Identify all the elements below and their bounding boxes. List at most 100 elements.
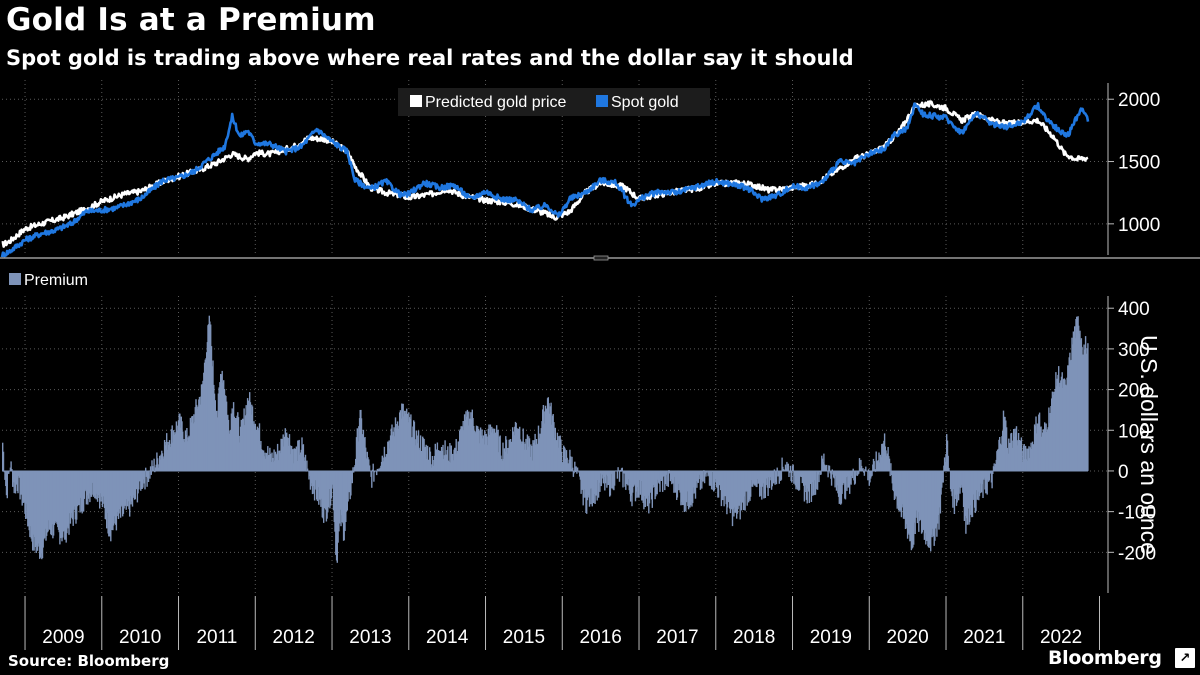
x-tick-label: 2011	[196, 627, 237, 648]
premium-bar	[370, 470, 372, 477]
premium-bar	[449, 462, 452, 471]
bottom-legend: Premium	[9, 272, 88, 289]
premium-bar	[828, 465, 831, 471]
premium-bar	[867, 470, 869, 481]
premium-bar	[344, 470, 346, 531]
premium-bar	[834, 470, 836, 488]
premium-bar	[947, 455, 949, 471]
premium-bar	[69, 470, 72, 524]
premium-bar	[3, 470, 5, 473]
premium-bar	[410, 437, 413, 471]
premium-bar	[26, 470, 28, 519]
premium-bar	[1085, 353, 1088, 471]
premium-bar	[860, 459, 862, 471]
premium-bar	[798, 470, 801, 490]
premium-bar	[602, 470, 605, 484]
premium-bar	[1048, 407, 1050, 471]
premium-bar	[320, 470, 323, 499]
premium-bar	[442, 444, 444, 471]
premium-bar	[156, 458, 159, 471]
premium-bar	[8, 470, 10, 474]
bloomberg-logo: Bloomberg	[1048, 647, 1162, 669]
premium-bar	[372, 463, 374, 471]
premium-bar	[621, 467, 623, 471]
bottom-y-tick-label: 200	[1118, 381, 1150, 402]
premium-bar	[773, 470, 775, 484]
premium-bar	[353, 470, 355, 473]
premium-bar	[334, 470, 336, 532]
premium-bar	[999, 443, 1002, 471]
premium-bar	[965, 470, 967, 534]
premium-bar	[380, 461, 383, 471]
premium-bar	[874, 469, 876, 471]
top-legend-box	[398, 88, 710, 116]
premium-bar	[611, 470, 613, 489]
bottom-y-tick-label: 100	[1118, 421, 1150, 442]
bloomberg-badge-icon: ↗	[1175, 648, 1195, 668]
premium-bar	[703, 470, 706, 484]
premium-bar	[176, 425, 178, 471]
premium-bar	[368, 459, 370, 471]
premium-bar	[304, 454, 307, 471]
premium-bar	[350, 470, 352, 496]
premium-bar	[425, 444, 427, 471]
premium-bar	[962, 470, 965, 507]
premium-bar	[219, 382, 221, 471]
premium-bar	[283, 436, 286, 471]
premium-bar	[183, 439, 185, 471]
premium-bar	[878, 452, 880, 471]
premium-bar	[854, 470, 856, 484]
premium-bar	[946, 440, 949, 471]
premium-bar	[368, 465, 371, 471]
premium-bar	[775, 470, 778, 485]
premium-bar	[230, 413, 233, 471]
premium-bar	[215, 411, 217, 471]
premium-bar	[345, 470, 348, 512]
premium-bar	[1005, 420, 1007, 471]
premium-bar	[651, 470, 653, 508]
premium-bar	[389, 435, 392, 471]
premium-bar	[851, 470, 854, 479]
premium-bar	[151, 460, 153, 471]
premium-bar	[701, 470, 703, 489]
source-note: Source: Bloomberg	[8, 652, 170, 670]
premium-bar	[574, 461, 576, 471]
premium-bar	[463, 414, 466, 471]
premium-bar	[85, 470, 88, 505]
premium-bar	[376, 470, 378, 476]
premium-bar	[852, 468, 854, 471]
x-tick-label: 2018	[733, 627, 775, 648]
premium-bar	[1004, 416, 1006, 471]
premium-bar	[160, 454, 162, 471]
premium-bar	[433, 455, 436, 471]
premium-bar	[103, 470, 105, 504]
premium-bar	[326, 470, 328, 519]
premium-bar	[149, 466, 152, 471]
premium-bar	[639, 470, 642, 495]
premium-bar	[133, 470, 136, 500]
premium-bar	[913, 470, 915, 545]
chart-title: Gold Is at a Premium	[6, 2, 376, 38]
premium-bar	[619, 469, 621, 471]
premium-bar	[818, 470, 820, 483]
premium-bar	[361, 434, 363, 471]
premium-bar	[782, 469, 785, 471]
premium-bar	[337, 470, 339, 543]
premium-bar	[847, 470, 849, 488]
premium-bar	[606, 470, 608, 488]
premium-bar	[1041, 436, 1043, 471]
x-tick-label: 2019	[810, 627, 852, 648]
premium-bar	[419, 435, 422, 471]
premium-bar	[444, 440, 446, 471]
premium-bar	[1069, 352, 1071, 471]
premium-bar	[371, 470, 373, 488]
x-tick-label: 2012	[273, 627, 315, 648]
premium-bar	[266, 456, 268, 471]
premium-bar	[662, 470, 664, 492]
premium-bar	[336, 470, 338, 563]
premium-bar	[705, 470, 707, 477]
premium-bar	[203, 372, 205, 471]
premium-bar	[29, 470, 32, 527]
premium-bar	[246, 398, 249, 471]
premium-bar	[236, 415, 238, 471]
